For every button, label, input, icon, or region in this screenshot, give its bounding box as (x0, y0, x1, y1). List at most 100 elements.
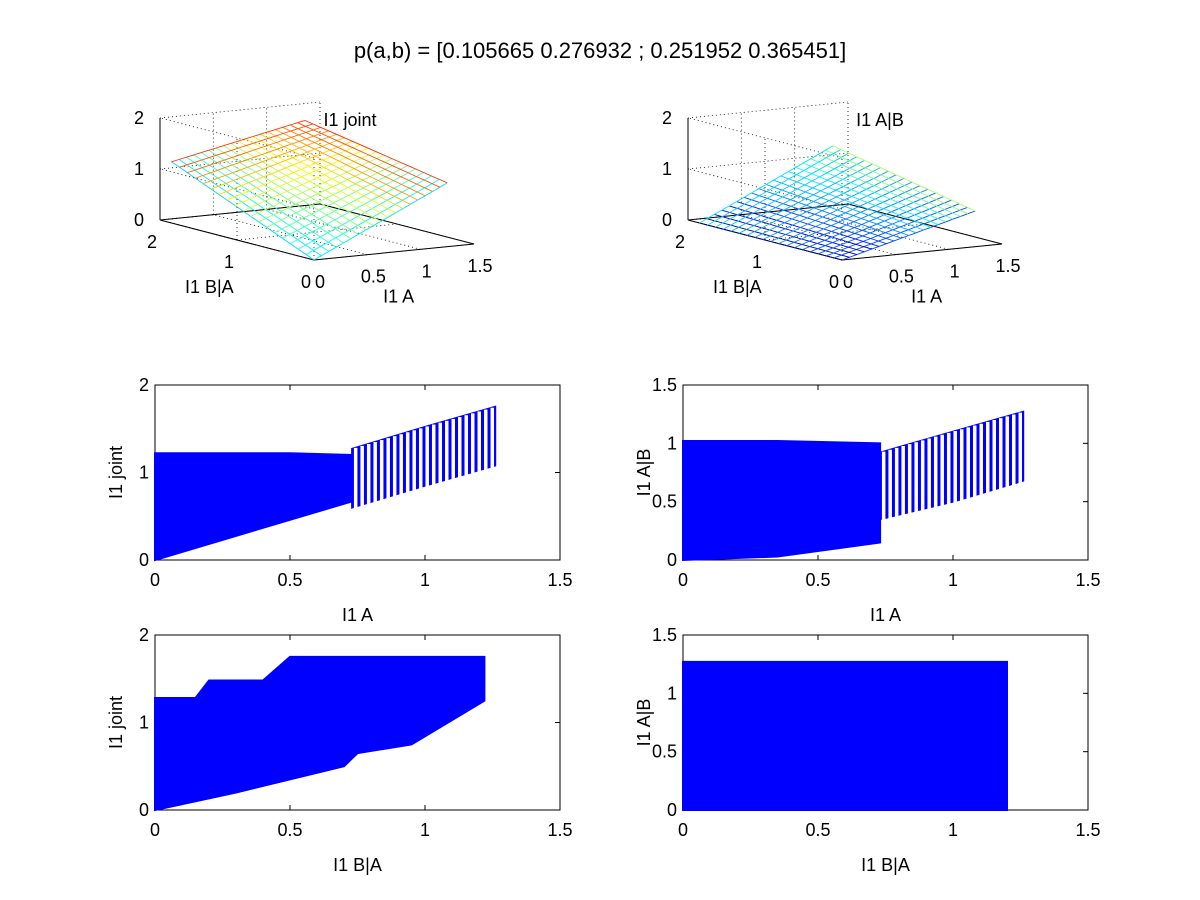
grid-line (213, 214, 368, 256)
y-tick-label: 1 (139, 713, 149, 733)
y-axis-label: I1 B|A (185, 277, 234, 297)
x-tick-label: 0.5 (361, 267, 386, 287)
x-tick-label: 0.5 (805, 820, 830, 840)
y-tick-label: 2 (139, 625, 149, 645)
subplots: 0 0.5 1 1.5 0 1 2 I1 A I1 joint 0 0.5 1 1.5 0 0.5 1 1.5 I… (106, 101, 1101, 875)
y-tick-label: 1.5 (652, 375, 677, 395)
y-tick-label: 0 (301, 272, 311, 292)
surface-mesh-line (195, 130, 329, 179)
surface-mesh-line (699, 145, 834, 224)
x-tick-label: 1.5 (995, 256, 1020, 276)
x-tick-label: 1.5 (467, 256, 492, 276)
y-tick-label: 0 (139, 550, 149, 570)
y-tick-label: 2 (675, 232, 685, 252)
y-axis-label: I1 A|B (634, 699, 654, 747)
surface-mesh-line (242, 151, 377, 212)
x-tick-label: 0.5 (277, 570, 302, 590)
x-tick-label: 0 (843, 272, 853, 292)
surface-mesh-line (817, 154, 961, 217)
x-tick-label: 1.5 (547, 570, 572, 590)
scatter-region-1 (682, 440, 882, 562)
x-axis-label: I1 B|A (333, 855, 382, 875)
grid-line (159, 152, 321, 170)
axis-line (159, 203, 321, 221)
x-axis-label: I1 A (342, 605, 373, 625)
z-tick-label: 1 (134, 159, 144, 179)
x-tick-label: 0 (150, 820, 160, 840)
x-axis-label: I1 A (870, 605, 901, 625)
subplot-2d: 0 0.5 1 1.5 0 1 2 I1 B|A I1 joint (106, 625, 573, 875)
grid-line (741, 214, 896, 256)
y-tick-label: 1.5 (652, 625, 677, 645)
subplot-title: I1 joint (323, 110, 376, 130)
x-tick-label: 0 (315, 272, 325, 292)
x-tick-label: 0.5 (889, 267, 914, 287)
grid-line (236, 223, 398, 241)
y-tick-label: 1 (667, 433, 677, 453)
x-tick-label: 1 (948, 570, 958, 590)
y-tick-label: 0 (829, 272, 839, 292)
z-tick-label: 0 (662, 210, 672, 230)
surface-mesh-line (289, 124, 433, 192)
surface-mesh-line (715, 152, 849, 228)
z-tick-label: 1 (662, 159, 672, 179)
x-tick-label: 1.5 (1075, 570, 1100, 590)
grid-line (159, 117, 315, 159)
y-tick-label: 1 (224, 252, 234, 272)
x-tick-label: 1 (420, 820, 430, 840)
axis-line (841, 243, 1003, 261)
subplot-2d: 0 0.5 1 1.5 0 0.5 1 1.5 I1 A I1 A|B (634, 375, 1101, 625)
x-tick-label: 1 (950, 261, 960, 281)
y-tick-label: 2 (139, 375, 149, 395)
x-tick-label: 1.5 (1075, 820, 1100, 840)
y-tick-label: 0.5 (652, 742, 677, 762)
y-tick-label: 1 (139, 463, 149, 483)
x-tick-label: 1.5 (547, 820, 572, 840)
surface-mesh-line (179, 123, 313, 168)
x-axis-label: I1 A (383, 287, 414, 307)
z-tick-label: 2 (662, 108, 672, 128)
y-tick-label: 2 (147, 232, 157, 252)
scatter-region-1 (154, 655, 486, 812)
y-tick-label: 0 (139, 800, 149, 820)
axis-line (159, 219, 315, 261)
x-tick-label: 1 (422, 261, 432, 281)
x-tick-label: 0.5 (805, 570, 830, 590)
x-tick-label: 1 (420, 570, 430, 590)
subplot-2d: 0 0.5 1 1.5 0 0.5 1 1.5 I1 B|A I1 A|B (634, 625, 1101, 875)
surface-mesh-line (825, 149, 969, 215)
grid-line (687, 168, 843, 210)
x-tick-label: 1 (948, 820, 958, 840)
surface-mesh-line (187, 126, 321, 174)
grid-line (687, 117, 843, 159)
z-tick-label: 0 (134, 210, 144, 230)
figure-suptitle: p(a,b) = [0.105665 0.276932 ; 0.251952 0… (354, 38, 846, 63)
subplot-title: I1 A|B (856, 110, 904, 130)
axis-line (313, 243, 475, 261)
surface-mesh-line (210, 137, 345, 190)
surface-mesh-line (297, 122, 441, 188)
scatter-region-1 (682, 660, 1008, 811)
z-tick-label: 2 (134, 108, 144, 128)
surface-mesh-line (171, 119, 306, 163)
surface-mesh-line (304, 119, 448, 184)
y-axis-label: I1 A|B (634, 449, 654, 497)
grid-line (687, 101, 849, 119)
x-tick-label: 0 (678, 570, 688, 590)
x-axis-label: I1 B|A (861, 855, 910, 875)
axis-line (319, 203, 475, 245)
surface-mesh-line (267, 131, 411, 205)
x-tick-label: 0 (678, 820, 688, 840)
grid-line (159, 101, 321, 119)
y-tick-label: 0.5 (652, 492, 677, 512)
surface-mesh-line (832, 145, 976, 212)
y-axis-label: I1 B|A (713, 277, 762, 297)
y-axis-label: I1 joint (106, 696, 126, 749)
grid-line (687, 152, 849, 170)
y-tick-label: 1 (667, 683, 677, 703)
x-tick-label: 0.5 (277, 820, 302, 840)
subplot-2d: 0 0.5 1 1.5 0 1 2 I1 A I1 joint (106, 375, 573, 625)
